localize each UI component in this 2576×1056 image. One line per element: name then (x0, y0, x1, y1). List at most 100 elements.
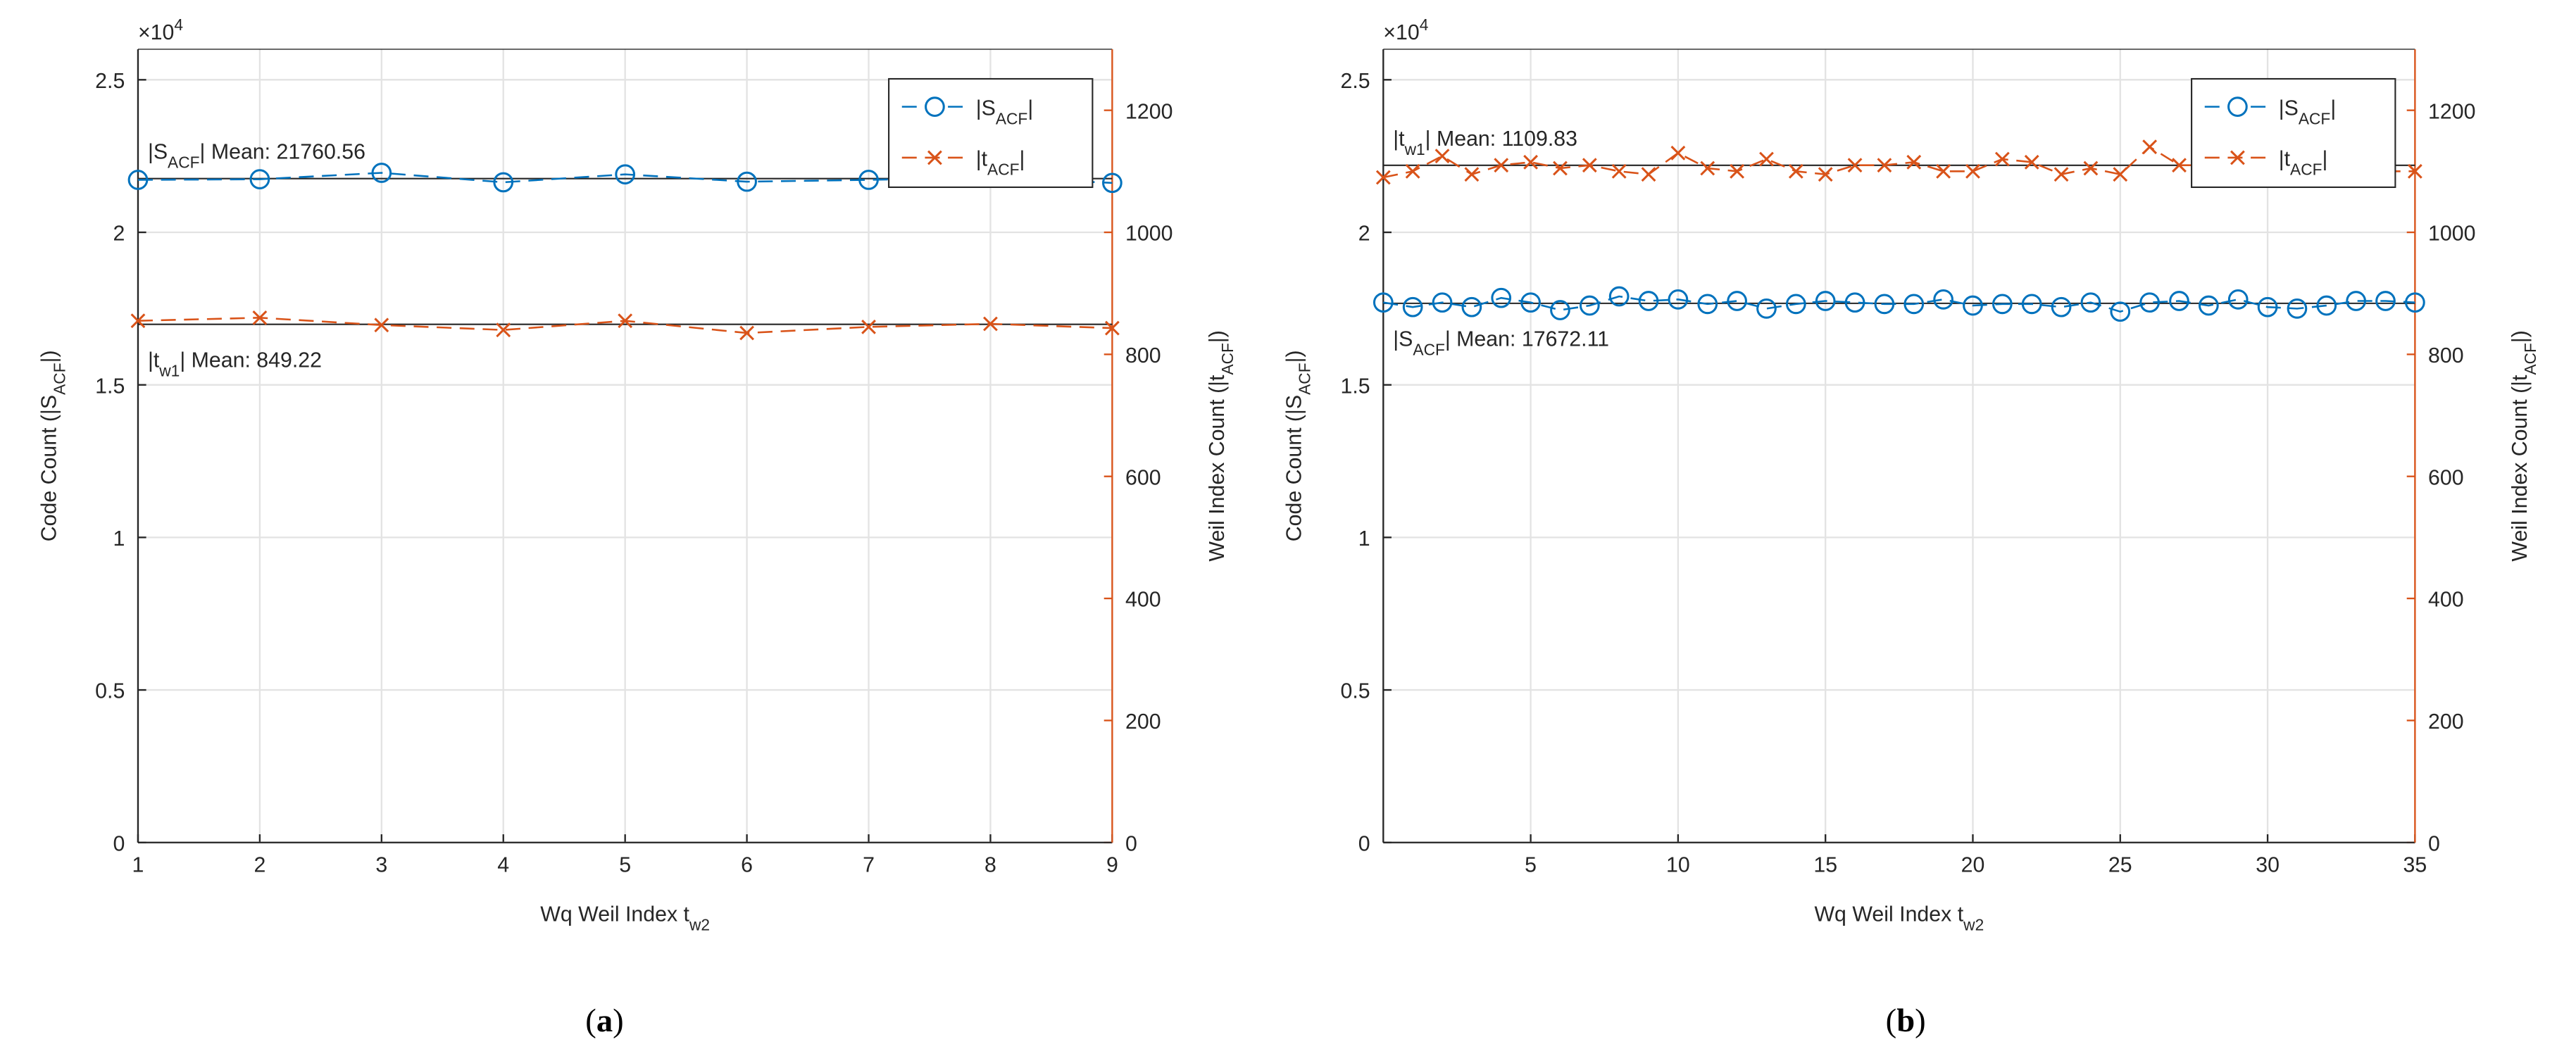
legend-label: |tACF| (2279, 148, 2328, 179)
y2-tick-label: 800 (2428, 344, 2464, 367)
marker (2375, 291, 2396, 311)
y-multiplier-part: 4 (174, 15, 183, 34)
marker (252, 310, 268, 325)
x-axis-label-part: Wq Weil Index t (540, 903, 689, 926)
marker (1818, 167, 1833, 182)
marker (1992, 294, 2013, 315)
mean-label-part: |t (1393, 127, 1405, 151)
x-tick-label: 6 (741, 854, 753, 877)
y-tick-label: 1 (1358, 527, 1370, 551)
series-line (1383, 295, 2415, 313)
y-axis-label-part: ACF (50, 363, 68, 394)
marker (1375, 170, 1391, 185)
y-multiplier-part: ×10 (138, 21, 174, 44)
y2-axis-label-part: |) (2508, 330, 2532, 343)
legend-symbol (925, 96, 945, 117)
y2-tick-label: 200 (2428, 710, 2464, 734)
marker (1785, 294, 1806, 315)
legend-label-part: ACF (2290, 161, 2322, 179)
marker (2024, 154, 2039, 170)
y-tick-label: 1.5 (95, 375, 125, 398)
marker (1815, 291, 1836, 311)
x-tick-label: 4 (497, 854, 509, 877)
mean-label: |tw1| Mean: 1109.83 (1393, 127, 1577, 158)
marker (1405, 163, 1420, 179)
marker (1434, 149, 1450, 164)
caption-part: ) (1915, 1002, 1926, 1039)
marker (858, 170, 879, 190)
marker (130, 313, 146, 329)
caption-part: ( (585, 1002, 596, 1039)
marker (371, 163, 392, 183)
marker (2227, 289, 2249, 310)
marker (1994, 151, 2010, 167)
marker (1638, 291, 1659, 311)
y2-tick-label: 0 (2428, 832, 2440, 855)
marker (1877, 158, 1892, 173)
legend-marker (927, 150, 942, 165)
y2-axis-label: Weil Index Count (|tACF|) (1206, 330, 1237, 562)
legend-box (888, 77, 1094, 188)
marker (1104, 320, 1120, 336)
mean-label-part: |S (1393, 328, 1413, 351)
marker (1844, 292, 1865, 313)
x-axis-label-part: w2 (1963, 916, 1984, 934)
mean-label: |SACF| Mean: 17672.11 (1393, 328, 1609, 359)
marker (1611, 163, 1627, 179)
marker (1903, 294, 1925, 315)
legend-label-part: | (2330, 96, 2336, 120)
mean-label-part: w1 (158, 361, 180, 379)
y-tick-label: 0.5 (95, 680, 125, 703)
marker (493, 172, 514, 193)
marker (1936, 163, 1951, 179)
marker (1464, 167, 1480, 182)
y-axis-label-part: |) (1283, 350, 1306, 363)
legend-label-part: |S (2279, 96, 2299, 120)
y-tick-label: 1.5 (1341, 375, 1370, 398)
y-multiplier-part: ×10 (1383, 21, 1419, 44)
mean-label-part: | Mean: 1109.83 (1425, 127, 1577, 151)
marker (1608, 286, 1630, 307)
legend-label-part: ACF (2299, 109, 2330, 127)
legend-label: |SACF| (976, 96, 1033, 127)
marker (1788, 163, 1803, 179)
y-axis-label: Code Count (|SACF|) (1283, 350, 1314, 541)
marker (2199, 295, 2219, 316)
marker (1670, 145, 1686, 161)
x-tick-label: 2 (254, 854, 265, 877)
y-tick-label: 0 (1358, 832, 1370, 855)
x-tick-label: 30 (2256, 854, 2280, 877)
x-tick-label: 1 (132, 854, 144, 877)
x-tick-label: 3 (375, 854, 387, 877)
markers (1373, 286, 2425, 322)
y2-axis-label-part: |) (1206, 330, 1229, 343)
marker (618, 313, 633, 329)
marker (1756, 298, 1777, 319)
marker (2407, 163, 2422, 179)
marker (2080, 292, 2101, 313)
marker (2051, 296, 2072, 318)
y2-tick-label: 0 (1125, 832, 1137, 855)
y2-axis-label-part: Weil Index Count (|t (1206, 375, 1229, 562)
marker (496, 322, 511, 338)
marker (374, 318, 389, 333)
y2-tick-label: 600 (2428, 466, 2464, 489)
y-axis-label-part: ACF (1296, 363, 1314, 394)
y-axis-label-part: Code Count (|S (1283, 395, 1306, 541)
marker (127, 170, 149, 190)
y-tick-label: 2.5 (95, 70, 125, 93)
legend-label-part: | (1027, 96, 1033, 120)
y-tick-label: 0 (113, 832, 125, 855)
caption-part: a (596, 1002, 613, 1039)
x-tick-label: 5 (619, 854, 631, 877)
marker (1874, 294, 1895, 315)
caption-part: ) (613, 1002, 624, 1039)
y-multiplier-part: 4 (1420, 15, 1429, 34)
legend-label-part: | (1020, 148, 1025, 171)
legend-marker (925, 96, 945, 117)
marker (1965, 163, 1980, 179)
y2-tick-label: 800 (1125, 344, 1161, 367)
x-tick-label: 9 (1106, 854, 1118, 877)
